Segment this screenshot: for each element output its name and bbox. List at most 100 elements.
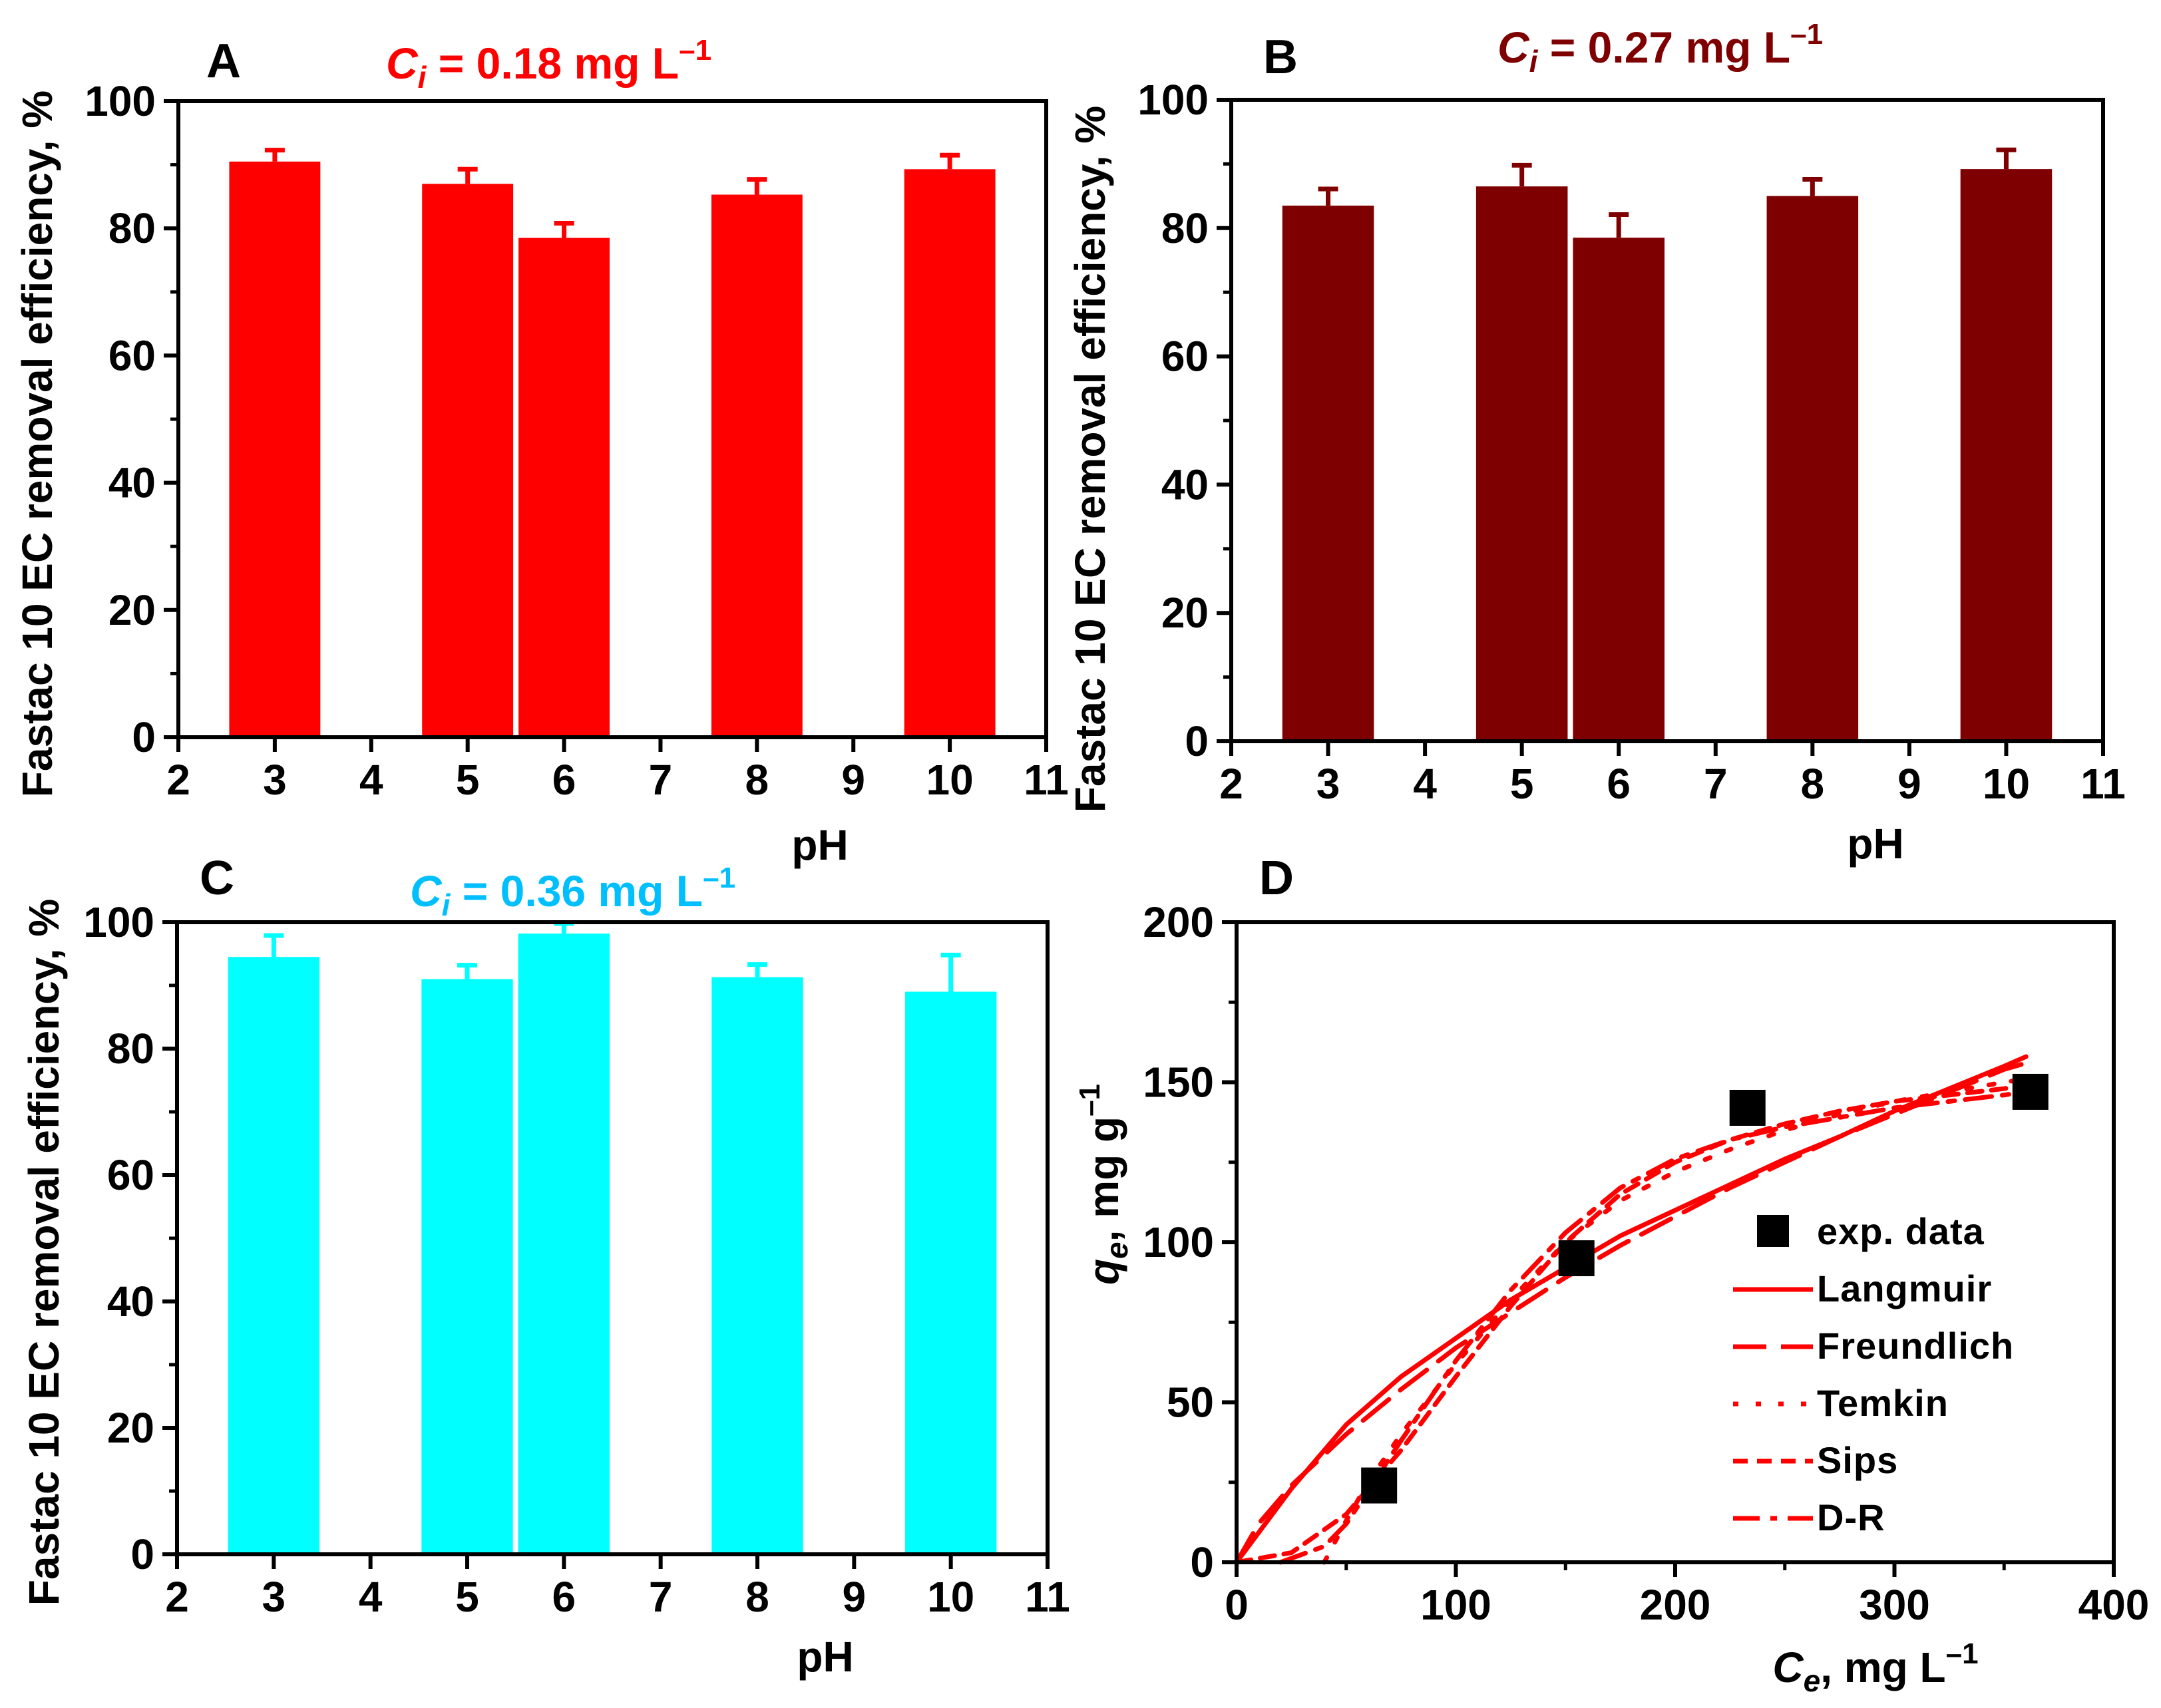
panel-c-concentration-title: Ci = 0.36 mg L–1 [410,862,735,922]
panel-a-plot-area: 0 20 40 60 80 100 2 3 4 5 6 7 8 9 10 11 [85,77,1069,804]
panel-d-exp-point [1729,1089,1766,1126]
panel-a-x-tick-label: 8 [745,756,769,804]
panel-letter-c: C [200,852,234,905]
panel-d-x-tick-label: 0 [1225,1581,1249,1629]
panel-b-bar [1766,196,1859,742]
panel-b-y-tick-label: 0 [1185,717,1209,765]
panel-letter-b: B [1263,31,1298,84]
panel-c-x-tick-label: 5 [455,1573,479,1621]
panel-b-x-tick-label: 8 [1801,760,1825,808]
panel-d-fit-sips [1234,1083,2029,1565]
panel-a-x-tick-label: 4 [359,756,383,804]
panel-b-concentration-title: Ci = 0.27 mg L–1 [1497,18,1823,79]
panel-letter-a: A [206,35,241,88]
panel-d-fit-langmuir [1234,1054,2029,1565]
panel-c-bar [421,979,513,1554]
panel-d-y-tick-label: 200 [1143,898,1214,946]
panel-c-x-tick-label: 11 [1025,1573,1070,1621]
panel-d-y-tick-label: 0 [1190,1538,1214,1586]
panel-b-x-axis-label: pH [1847,820,1903,868]
panel-d: D 0 50 100 150 200 0 100 200 300 400 Ce, mg L–1 q… [1074,852,2149,1698]
panel-a-x-tick-label: 11 [1024,756,1069,804]
panel-b-y-tick-label: 100 [1137,76,1209,124]
panel-a-x-tick-label: 5 [456,756,480,804]
panel-b-x-tick-label: 10 [1983,760,2030,808]
panel-c-y-tick-label: 60 [107,1151,154,1199]
panel-c-bar [905,991,997,1554]
panel-a-y-tick-label: 20 [108,586,156,634]
panel-c: C Ci = 0.36 mg L–1 0 20 40 60 80 100 2 3 4 5 6 7 8 9 1… [20,852,1070,1681]
panel-b-y-tick-label: 80 [1161,204,1209,252]
panel-a-x-tick-label: 10 [926,756,974,804]
panel-b-bar [1960,169,2053,741]
panel-c-bar [711,977,803,1554]
panel-d-x-axis-label: Ce, mg L–1 [1772,1637,1978,1698]
panel-a-bar [422,184,514,737]
panel-b-x-tick-label: 4 [1413,760,1437,808]
panel-d-y-tick-label: 150 [1143,1059,1214,1107]
panel-c-y-tick-label: 20 [107,1404,154,1452]
panel-d-plot-area: 0 50 100 150 200 0 100 200 300 400 [1143,898,2149,1629]
panel-b-x-tick-label: 5 [1510,760,1534,808]
panel-c-x-tick-label: 7 [649,1573,673,1621]
panel-a-y-tick-label: 60 [108,331,156,379]
panel-c-plot-area: 0 20 40 60 80 100 2 3 4 5 6 7 8 9 10 11 [83,898,1070,1621]
panel-c-x-tick-label: 8 [745,1573,769,1621]
panel-a-bar [229,161,321,737]
panel-b-x-tick-label: 2 [1219,760,1243,808]
panel-c-x-tick-label: 10 [927,1573,974,1621]
panel-d-exp-point [1361,1467,1398,1504]
panel-d-y-tick-label: 50 [1167,1379,1214,1427]
panel-a-concentration-title: Ci = 0.18 mg L–1 [386,34,711,94]
panel-d-exp-point [2012,1073,2049,1110]
panel-b-y-tick-label: 40 [1161,460,1209,508]
panel-d-x-tick-label: 200 [1640,1581,1711,1629]
panel-d-x-tick-label: 400 [2078,1581,2150,1629]
panel-d-y-tick-label: 100 [1143,1218,1214,1266]
panel-c-bar [518,934,610,1554]
legend-exp-marker [1757,1215,1789,1247]
panel-b-x-tick-label: 7 [1704,760,1728,808]
legend-label-exp-data: exp. data [1817,1210,1985,1252]
panel-a-y-axis-label: Fastac 10 EC removal efficiency, % [13,90,61,797]
panel-d-x-tick-label: 300 [1859,1581,1930,1629]
legend-label-freundlich: Freundlich [1817,1325,2014,1367]
panel-c-y-tick-label: 40 [107,1278,154,1325]
panel-b-x-tick-label: 6 [1607,760,1631,808]
panel-c-bar [228,957,319,1554]
panel-a-y-tick-label: 100 [85,77,156,125]
panel-d-x-tick-label: 100 [1420,1581,1491,1629]
panel-a: A Ci = 0.18 mg L–1 0 20 40 60 80 100 2 3 4 5 6 7 8 9 1… [13,34,1069,869]
panel-c-y-axis-label: Fastac 10 EC removal efficiency, % [20,899,68,1606]
panel-b-y-tick-label: 20 [1161,589,1209,637]
panel-c-y-tick-label: 0 [130,1530,154,1578]
panel-a-x-tick-label: 6 [552,756,576,804]
panel-b-y-axis-label: Fastac 10 EC removal efficiency, % [1066,106,1114,812]
panel-a-bar [518,238,610,737]
panel-c-y-tick-label: 100 [83,898,154,946]
panel-c-x-tick-label: 4 [359,1573,383,1621]
panel-a-x-tick-label: 3 [263,756,287,804]
panel-b-plot-area: 0 20 40 60 80 100 2 3 4 5 6 7 8 9 10 11 [1137,76,2126,808]
panel-d-fit-freundlich [1234,1061,2029,1565]
panel-b-y-tick-label: 60 [1161,333,1209,381]
panel-letter-d: D [1259,852,1294,905]
panel-b-bar [1475,186,1568,741]
legend-label-langmuir: Langmuir [1817,1268,1992,1309]
panel-a-bar [711,194,803,738]
panel-b-x-tick-label: 3 [1316,760,1340,808]
panel-a-y-tick-label: 40 [108,459,156,507]
panel-d-exp-point [1558,1240,1595,1277]
panel-a-y-tick-label: 0 [132,713,156,761]
panel-b: B Ci = 0.27 mg L–1 0 20 40 60 80 100 2 3 4 5 6 7 8 9 1… [1066,18,2126,868]
panel-b-bar [1282,206,1374,741]
panel-d-fit-temkin [1322,1077,2029,1565]
legend-label-dr: D-R [1817,1496,1885,1538]
legend-label-temkin: Temkin [1817,1382,1949,1424]
panel-c-x-tick-label: 9 [843,1573,867,1621]
panel-c-y-tick-label: 80 [107,1025,154,1073]
panel-d-legend: exp. data Langmuir Freundlich Temkin Sips D-R [1733,1210,2014,1538]
panel-c-x-axis-label: pH [797,1633,853,1681]
panel-a-x-axis-label: pH [791,821,848,869]
